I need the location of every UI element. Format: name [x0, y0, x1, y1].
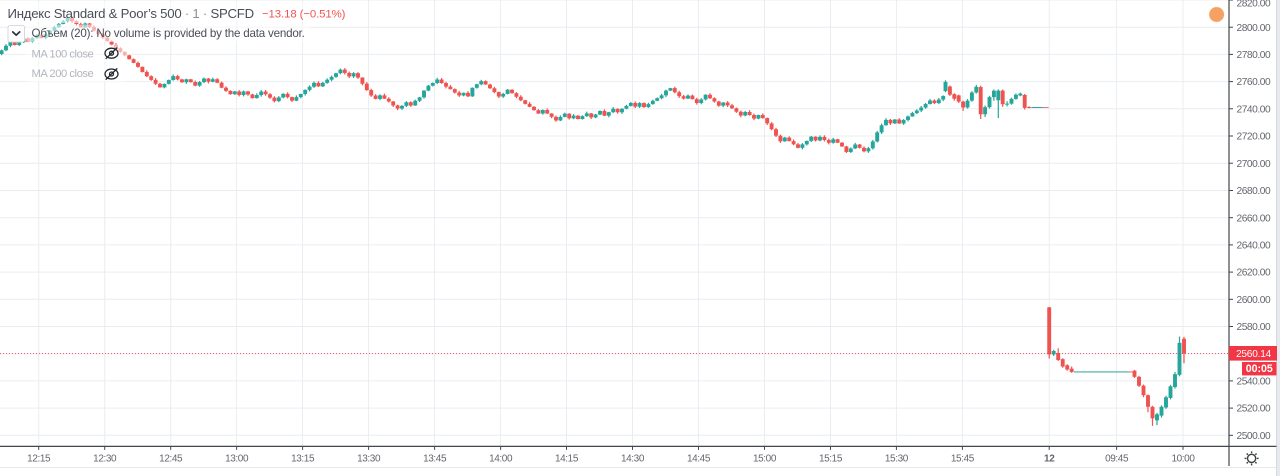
svg-text:2780.00: 2780.00 [1237, 50, 1271, 61]
svg-text:13:00: 13:00 [225, 454, 249, 465]
svg-text:14:30: 14:30 [621, 454, 645, 465]
svg-text:2520.00: 2520.00 [1237, 404, 1271, 415]
svg-text:15:00: 15:00 [753, 454, 777, 465]
svg-text:09:45: 09:45 [1105, 454, 1129, 465]
svg-text:2580.00: 2580.00 [1237, 322, 1271, 333]
svg-text:2540.00: 2540.00 [1237, 377, 1271, 388]
svg-text:12: 12 [1044, 454, 1055, 465]
svg-text:2740.00: 2740.00 [1237, 104, 1271, 115]
svg-text:Объем (20): No volume is provi: Объем (20): No volume is provided by the… [32, 27, 305, 40]
svg-text:13:15: 13:15 [291, 454, 315, 465]
svg-text:00:05: 00:05 [1246, 363, 1273, 375]
svg-text:12:30: 12:30 [93, 454, 117, 465]
svg-text:14:45: 14:45 [687, 454, 711, 465]
svg-text:14:00: 14:00 [489, 454, 513, 465]
svg-text:2700.00: 2700.00 [1237, 159, 1271, 170]
svg-text:2800.00: 2800.00 [1237, 23, 1271, 34]
svg-text:2760.00: 2760.00 [1237, 77, 1271, 88]
svg-text:2680.00: 2680.00 [1237, 186, 1271, 197]
svg-text:2640.00: 2640.00 [1237, 241, 1271, 252]
svg-text:10:00: 10:00 [1171, 454, 1195, 465]
svg-text:−13.18 (−0.51%): −13.18 (−0.51%) [262, 9, 346, 21]
svg-text:13:30: 13:30 [357, 454, 381, 465]
svg-text:MA 100 close: MA 100 close [32, 49, 94, 61]
svg-text:15:30: 15:30 [885, 454, 909, 465]
svg-text:2560.14: 2560.14 [1236, 349, 1272, 360]
svg-text:13:45: 13:45 [423, 454, 447, 465]
svg-text:14:15: 14:15 [555, 454, 579, 465]
svg-text:2620.00: 2620.00 [1237, 268, 1271, 279]
svg-text:12:45: 12:45 [159, 454, 183, 465]
svg-text:2500.00: 2500.00 [1237, 431, 1271, 442]
svg-text:2720.00: 2720.00 [1237, 132, 1271, 143]
svg-text:15:15: 15:15 [819, 454, 843, 465]
svg-text:Индекс Standard & Poor’s 500 ·: Индекс Standard & Poor’s 500 · 1 · SPCFD [8, 6, 254, 21]
svg-text:MA 200 close: MA 200 close [32, 68, 94, 80]
svg-text:12:15: 12:15 [27, 454, 51, 465]
svg-text:2820.00: 2820.00 [1237, 0, 1271, 10]
svg-text:2600.00: 2600.00 [1237, 295, 1271, 306]
svg-text:2660.00: 2660.00 [1237, 213, 1271, 224]
svg-text:15:45: 15:45 [951, 454, 975, 465]
